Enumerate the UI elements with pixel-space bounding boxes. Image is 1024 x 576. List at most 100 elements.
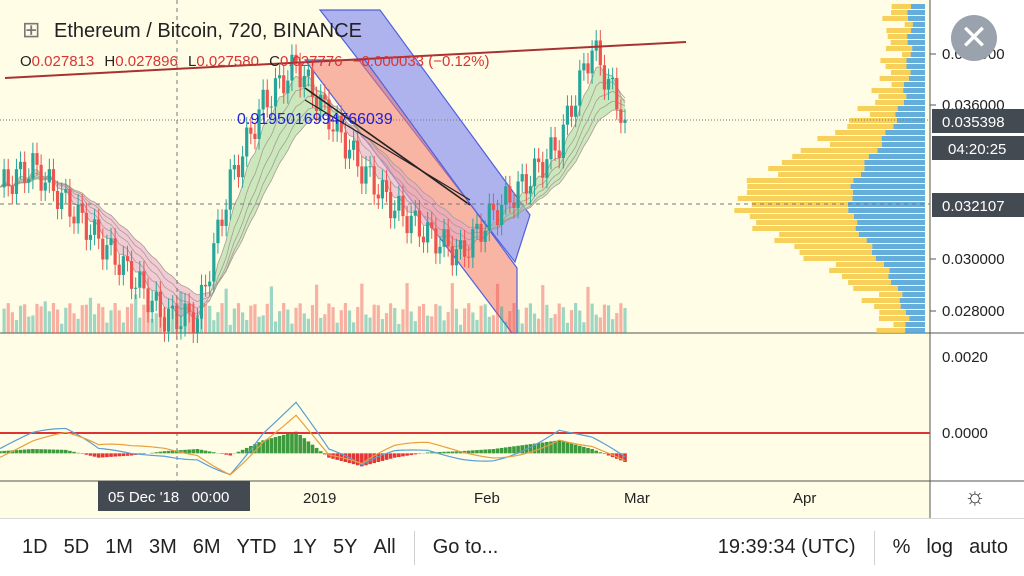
volume-bar: [253, 304, 256, 333]
fib-annotation[interactable]: 0.9195016994766039: [237, 111, 393, 128]
candle-body: [126, 256, 129, 261]
volume-bar: [270, 286, 273, 333]
candle-body: [208, 282, 211, 287]
osc-bar: [220, 453, 224, 454]
volume-bar: [257, 317, 260, 333]
vp-bar-blue: [907, 10, 925, 15]
candle-body: [438, 247, 441, 254]
range-1y[interactable]: 1Y: [285, 519, 325, 576]
candle-body: [52, 169, 55, 191]
volume-bar: [19, 306, 22, 333]
volume-bar: [434, 304, 437, 333]
osc-bar: [566, 443, 570, 454]
vp-bar-blue: [876, 256, 925, 261]
volume-bar: [368, 318, 371, 333]
candle-body: [397, 196, 400, 211]
candle-body: [97, 219, 100, 238]
osc-bar: [479, 450, 483, 454]
candle-body: [11, 186, 14, 194]
range-3m[interactable]: 3M: [141, 519, 185, 576]
candle-body: [101, 239, 104, 260]
volume-bar: [471, 312, 474, 333]
vp-bar-blue: [906, 58, 925, 63]
volume-bar: [426, 316, 429, 333]
volume-bar: [512, 303, 515, 333]
osc-bar: [557, 440, 561, 453]
range-ytd[interactable]: YTD: [229, 519, 285, 576]
utc-clock[interactable]: 19:39:34 (UTC): [710, 519, 864, 576]
volume-bar: [89, 298, 92, 333]
vp-bar-blue: [885, 130, 925, 135]
osc-bar: [265, 439, 269, 453]
ribbon-segment: [123, 227, 127, 256]
candle-body: [68, 189, 71, 216]
volume-bar: [603, 305, 606, 333]
candle-body: [323, 95, 326, 100]
volume-bar: [237, 303, 240, 333]
expand-icon[interactable]: ⊞: [22, 17, 40, 42]
volume-bar: [3, 309, 6, 333]
ribbon-segment: [148, 252, 152, 291]
vp-bar-blue: [882, 136, 925, 141]
vp-bar-blue: [852, 196, 925, 201]
candle-body: [393, 211, 396, 219]
osc-bar: [574, 445, 578, 454]
candle-body: [109, 238, 112, 245]
vp-bar-blue: [898, 106, 925, 111]
osc-bar: [105, 453, 109, 457]
candle-body: [200, 285, 203, 319]
close-icon[interactable]: ✕: [951, 15, 997, 61]
volume-bar: [282, 303, 285, 333]
osc-bar: [93, 453, 97, 456]
candle-body: [27, 179, 30, 183]
chart-canvas[interactable]: ⊞ Ethereum / Bitcoin, 720, BINANCE O0.02…: [0, 0, 1024, 518]
range-6m[interactable]: 6M: [185, 519, 229, 576]
volume-bar: [118, 310, 121, 333]
vp-bar-blue: [904, 82, 925, 87]
vp-bar-yellow: [892, 82, 904, 87]
osc-bar: [562, 441, 566, 453]
vp-bar-yellow: [801, 148, 878, 153]
candle-body: [188, 303, 191, 312]
osc-bar: [488, 449, 492, 453]
candle-body: [122, 256, 125, 275]
vp-bar-blue: [912, 46, 925, 51]
candle-body: [60, 193, 63, 209]
percent-toggle[interactable]: %: [885, 519, 919, 576]
vp-bar-blue: [853, 178, 925, 183]
volume-bar: [619, 303, 622, 333]
vp-bar-yellow: [792, 154, 868, 159]
volume-bar: [220, 303, 223, 333]
volume-bar: [360, 284, 363, 333]
range-1m[interactable]: 1M: [97, 519, 141, 576]
vp-bar-yellow: [858, 106, 898, 111]
candle-body: [81, 205, 84, 213]
candle-body: [463, 240, 466, 257]
osc-bar: [167, 451, 171, 453]
time-tick-apr: Apr: [793, 490, 816, 507]
vp-bar-yellow: [842, 274, 888, 279]
toolbar-separator-2: [874, 531, 875, 565]
osc-bar: [451, 451, 455, 453]
osc-bar: [426, 452, 430, 453]
range-5y[interactable]: 5Y: [325, 519, 365, 576]
vp-bar-blue: [854, 214, 925, 219]
candle-body: [484, 231, 487, 242]
gear-icon[interactable]: ☼: [962, 484, 988, 510]
goto-button[interactable]: Go to...: [425, 519, 507, 576]
candle-body: [175, 306, 178, 329]
osc-bar: [0, 451, 2, 453]
range-5d[interactable]: 5D: [56, 519, 98, 576]
osc-bar: [582, 447, 586, 454]
osc-bar: [2, 451, 6, 453]
candle-body: [545, 159, 548, 178]
auto-toggle[interactable]: auto: [961, 519, 1016, 576]
candle-body: [216, 220, 219, 244]
log-toggle[interactable]: log: [918, 519, 961, 576]
osc-bar: [413, 453, 417, 454]
range-1d[interactable]: 1D: [14, 519, 56, 576]
range-all[interactable]: All: [365, 519, 403, 576]
osc-bar: [154, 452, 158, 453]
volume-bar: [204, 304, 207, 333]
osc-bar: [228, 453, 232, 455]
